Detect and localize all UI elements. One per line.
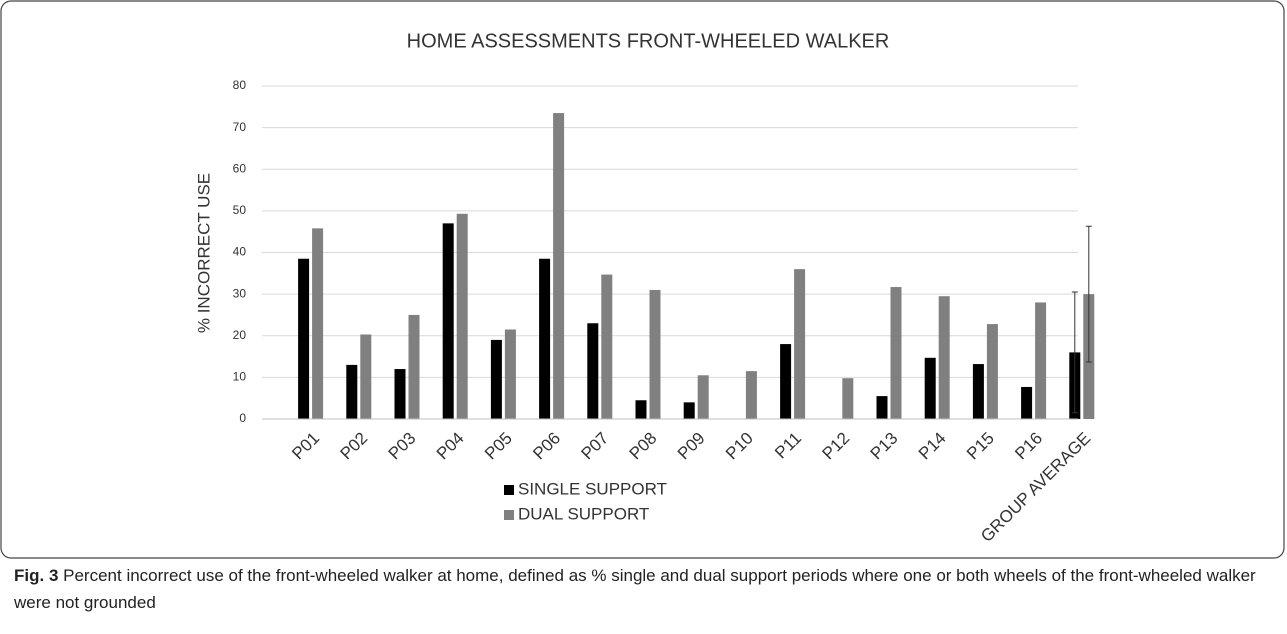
x-tick-label: P10 [722,429,757,464]
y-tick-label: 0 [239,411,246,425]
bar [408,314,420,419]
caption-label: Fig. 3 [14,566,59,585]
x-tick-label: P06 [529,429,564,464]
bar [780,344,792,419]
bar [346,364,358,419]
frame [0,0,1285,559]
y-tick-label: 10 [233,370,247,384]
chart: HOME ASSESSMENTS FRONT-WHEELED WALKER % … [0,0,1285,559]
caption: Fig. 3 Percent incorrect use of the fron… [14,562,1274,616]
bar [1035,302,1047,419]
bar [635,400,647,419]
y-axis-title: % INCORRECT USE [194,173,213,333]
error-bar [1085,225,1092,363]
x-tick-label: P15 [963,429,998,464]
x-tick-label: P13 [867,429,902,464]
y-tick-label: 50 [233,203,247,217]
bar [890,287,902,419]
x-tick-label: P07 [577,429,612,464]
x-tick-label: P03 [385,429,420,464]
bar [312,228,324,419]
bar [938,296,950,419]
bar [745,371,757,419]
bar [986,324,998,419]
bar [587,323,599,419]
x-tick-label: P02 [336,429,371,464]
bar [794,269,806,419]
y-tick-label: 60 [233,161,247,175]
legend-label: SINGLE SUPPORT [518,479,667,498]
legend-label: DUAL SUPPORT [518,504,649,523]
bar [394,369,406,419]
bar [490,339,502,419]
caption-text: Percent incorrect use of the front-wheel… [14,566,1256,612]
bar [876,396,888,419]
bar [842,378,854,419]
legend-swatch [504,485,514,495]
y-tick-label: 40 [233,245,247,259]
x-tick-label: P09 [674,429,709,464]
bar [697,375,709,419]
x-tick-label: P08 [626,429,661,464]
bar [924,357,936,419]
bar [553,113,565,420]
bar [504,329,516,419]
legend-swatch [504,510,514,520]
x-tick-label: P01 [288,429,323,464]
y-tick-label: 30 [233,286,247,300]
bar [649,289,661,419]
x-tick-label: P04 [433,429,468,464]
x-tick-label: P12 [818,429,853,464]
y-tick-label: 20 [233,328,247,342]
x-tick-label: P16 [1011,429,1046,464]
bar [683,402,695,419]
y-tick-label: 70 [233,120,247,134]
bar [298,258,310,419]
chart-title: HOME ASSESSMENTS FRONT-WHEELED WALKER [407,30,890,52]
x-tick-label: P11 [771,429,805,463]
bar [456,213,468,419]
bar [1021,386,1033,419]
bar [972,364,984,419]
bar [442,223,454,419]
x-tick-label: P14 [915,429,950,464]
bar [360,334,372,419]
x-tick-label: P05 [481,429,516,464]
error-bar [1071,291,1078,414]
y-tick-label: 80 [233,78,247,92]
bar [601,274,613,419]
bar [539,258,551,419]
